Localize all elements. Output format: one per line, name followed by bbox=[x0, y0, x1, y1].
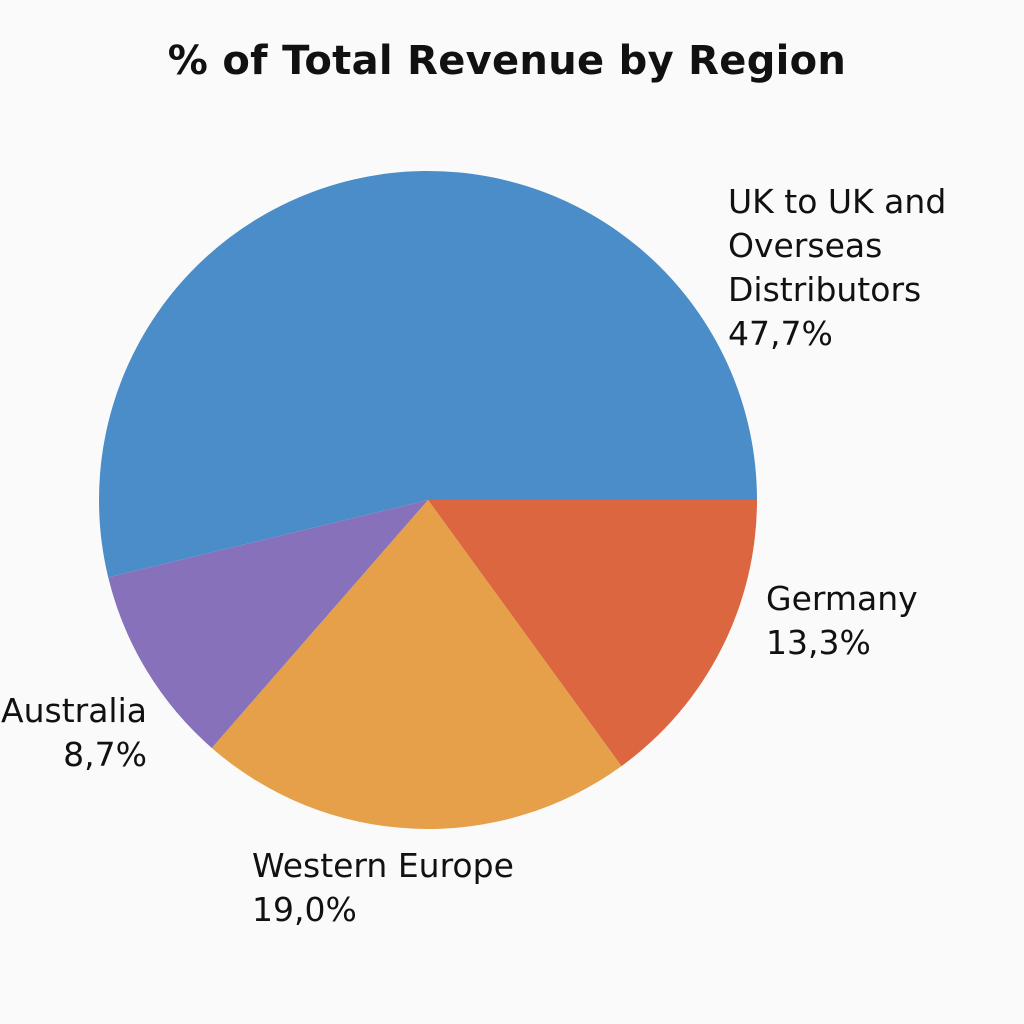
label-germany: Germany 13,3% bbox=[766, 577, 918, 665]
label-western-europe-name: Western Europe bbox=[252, 846, 514, 885]
label-germany-percent: 13,3% bbox=[766, 623, 871, 662]
label-australia-name: Australia bbox=[1, 691, 147, 730]
slice-western-europe bbox=[211, 500, 622, 830]
label-australia-percent: 8,7% bbox=[63, 735, 147, 774]
slice-germany bbox=[428, 500, 757, 767]
label-australia: Australia 8,7% bbox=[1, 689, 147, 777]
label-uk-distributors-name: UK to UK and Overseas Distributors bbox=[728, 182, 947, 309]
label-western-europe: Western Europe 19,0% bbox=[252, 844, 514, 932]
slice-australia bbox=[108, 500, 428, 748]
label-uk-distributors: UK to UK and Overseas Distributors 47,7% bbox=[728, 180, 946, 356]
chart-title: % of Total Revenue by Region bbox=[167, 38, 847, 84]
label-uk-distributors-percent: 47,7% bbox=[728, 314, 833, 353]
slice-uk-distributors bbox=[98, 170, 757, 578]
label-germany-name: Germany bbox=[766, 579, 918, 618]
label-western-europe-percent: 19,0% bbox=[252, 890, 357, 929]
